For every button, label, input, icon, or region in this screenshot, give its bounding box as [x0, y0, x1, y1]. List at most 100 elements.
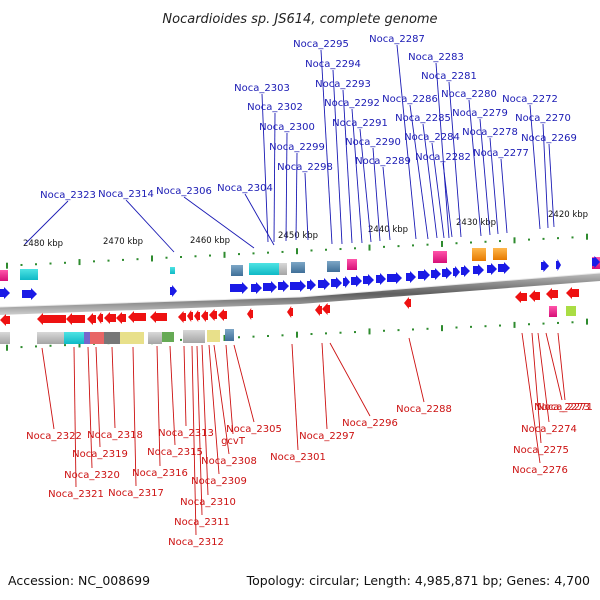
gene-label-noca-2280[interactable]: Noca_2280: [441, 89, 497, 100]
gene-label-noca-2282[interactable]: Noca_2282: [415, 152, 471, 163]
gene-label-noca-2310[interactable]: Noca_2310: [180, 497, 236, 508]
forward-gene-arrow[interactable]: [453, 266, 460, 278]
gene-label-noca-2320[interactable]: Noca_2320: [64, 470, 120, 481]
gene-label-gcvt[interactable]: gcvT: [221, 436, 246, 447]
forward-gene-arrow[interactable]: [331, 277, 342, 289]
forward-gene-arrow[interactable]: [387, 272, 402, 284]
gene-label-noca-2299[interactable]: Noca_2299: [269, 142, 325, 153]
reverse-gene-arrow[interactable]: [116, 312, 126, 324]
gene-label-noca-2290[interactable]: Noca_2290: [345, 137, 401, 148]
forward-gene-arrow[interactable]: [307, 279, 316, 291]
gene-label-noca-2296[interactable]: Noca_2296: [342, 418, 398, 429]
reverse-gene-arrow[interactable]: [128, 311, 146, 323]
gene-label-noca-2297[interactable]: Noca_2297: [299, 431, 355, 442]
gene-label-noca-2275[interactable]: Noca_2275: [513, 445, 569, 456]
gene-label-noca-2291[interactable]: Noca_2291: [332, 118, 388, 129]
gene-label-noca-2283[interactable]: Noca_2283: [408, 52, 464, 63]
reverse-gene-arrow[interactable]: [150, 311, 167, 323]
reverse-gene-arrow[interactable]: [515, 291, 527, 303]
reverse-gene-arrow[interactable]: [209, 309, 217, 321]
gene-label-noca-2309[interactable]: Noca_2309: [191, 476, 247, 487]
gene-label-noca-2293[interactable]: Noca_2293: [315, 79, 371, 90]
reverse-gene-arrow[interactable]: [287, 306, 293, 318]
forward-gene-arrow[interactable]: [406, 271, 416, 283]
gene-label-noca-2273[interactable]: Noca_2273: [534, 402, 590, 413]
gene-label-noca-2272[interactable]: Noca_2272: [502, 94, 558, 105]
reverse-gene-arrow[interactable]: [218, 309, 227, 321]
gene-label-noca-2287[interactable]: Noca_2287: [369, 34, 425, 45]
gene-label-noca-2288[interactable]: Noca_2288: [396, 404, 452, 415]
forward-gene-arrow[interactable]: [251, 282, 262, 294]
gene-label-noca-2305[interactable]: Noca_2305: [226, 424, 282, 435]
forward-gene-arrow[interactable]: [263, 281, 277, 293]
reverse-gene-arrow[interactable]: [546, 288, 558, 300]
gene-label-noca-2271[interactable]: Noca_2271: [537, 402, 593, 413]
reverse-gene-arrow[interactable]: [194, 310, 200, 322]
gene-label-noca-2295[interactable]: Noca_2295: [293, 39, 349, 50]
reverse-gene-arrow[interactable]: [187, 310, 193, 322]
gene-label-noca-2276[interactable]: Noca_2276: [512, 465, 568, 476]
reverse-gene-arrow[interactable]: [0, 314, 10, 326]
reverse-gene-arrow[interactable]: [247, 308, 253, 320]
forward-gene-arrow[interactable]: [376, 273, 386, 285]
gene-label-noca-2284[interactable]: Noca_2284: [404, 132, 460, 143]
gene-label-noca-2278[interactable]: Noca_2278: [462, 127, 518, 138]
forward-gene-arrow[interactable]: [22, 288, 37, 300]
reverse-gene-arrow[interactable]: [178, 311, 186, 323]
forward-gene-arrow[interactable]: [442, 267, 452, 279]
gene-label-noca-2302[interactable]: Noca_2302: [247, 102, 303, 113]
forward-gene-arrow[interactable]: [487, 263, 497, 275]
forward-gene-arrow[interactable]: [418, 269, 430, 281]
gene-label-noca-2316[interactable]: Noca_2316: [132, 468, 188, 479]
forward-gene-arrow[interactable]: [498, 262, 510, 274]
gene-label-noca-2281[interactable]: Noca_2281: [421, 71, 477, 82]
gene-label-noca-2306[interactable]: Noca_2306: [156, 186, 212, 197]
gene-label-noca-2269[interactable]: Noca_2269: [521, 133, 577, 144]
forward-gene-arrow[interactable]: [278, 280, 289, 292]
forward-gene-arrow[interactable]: [318, 278, 330, 290]
forward-gene-arrow[interactable]: [351, 275, 362, 287]
reverse-gene-arrow[interactable]: [97, 312, 103, 324]
reverse-gene-arrow[interactable]: [529, 290, 540, 302]
gene-label-noca-2313[interactable]: Noca_2313: [158, 428, 214, 439]
gene-label-noca-2303[interactable]: Noca_2303: [234, 83, 290, 94]
reverse-gene-arrow[interactable]: [566, 287, 579, 299]
gene-label-noca-2304[interactable]: Noca_2304: [217, 183, 273, 194]
gene-label-noca-2292[interactable]: Noca_2292: [324, 98, 380, 109]
forward-gene-arrow[interactable]: [461, 265, 470, 277]
forward-gene-arrow[interactable]: [431, 268, 441, 280]
gene-label-noca-2270[interactable]: Noca_2270: [515, 113, 571, 124]
reverse-gene-arrow[interactable]: [404, 297, 411, 309]
reverse-gene-arrow[interactable]: [201, 310, 208, 322]
gene-label-noca-2315[interactable]: Noca_2315: [147, 447, 203, 458]
gene-label-noca-2286[interactable]: Noca_2286: [382, 94, 438, 105]
gene-label-noca-2321[interactable]: Noca_2321: [48, 489, 104, 500]
gene-label-noca-2312[interactable]: Noca_2312: [168, 537, 224, 548]
gene-label-noca-2289[interactable]: Noca_2289: [355, 156, 411, 167]
gene-label-noca-2294[interactable]: Noca_2294: [305, 59, 361, 70]
reverse-gene-arrow[interactable]: [66, 313, 85, 325]
reverse-gene-arrow[interactable]: [322, 303, 330, 315]
gene-label-noca-2277[interactable]: Noca_2277: [473, 148, 529, 159]
gene-label-noca-2311[interactable]: Noca_2311: [174, 517, 230, 528]
forward-gene-arrow[interactable]: [230, 282, 248, 294]
forward-gene-arrow[interactable]: [290, 280, 306, 292]
gene-label-noca-2300[interactable]: Noca_2300: [259, 122, 315, 133]
reverse-gene-arrow[interactable]: [315, 304, 322, 316]
forward-gene-arrow[interactable]: [556, 259, 561, 271]
gene-label-noca-2279[interactable]: Noca_2279: [452, 108, 508, 119]
gene-label-noca-2323[interactable]: Noca_2323: [40, 190, 96, 201]
forward-gene-arrow[interactable]: [343, 276, 350, 288]
gene-label-noca-2318[interactable]: Noca_2318: [87, 430, 143, 441]
gene-label-noca-2314[interactable]: Noca_2314: [98, 189, 154, 200]
gene-label-noca-2285[interactable]: Noca_2285: [395, 113, 451, 124]
reverse-gene-arrow[interactable]: [87, 313, 96, 325]
forward-gene-arrow[interactable]: [170, 285, 177, 297]
gene-label-noca-2322[interactable]: Noca_2322: [26, 431, 82, 442]
gene-label-noca-2319[interactable]: Noca_2319: [72, 449, 128, 460]
gene-label-noca-2298[interactable]: Noca_2298: [277, 162, 333, 173]
reverse-gene-arrow[interactable]: [104, 312, 116, 324]
forward-gene-arrow[interactable]: [0, 287, 10, 299]
forward-gene-arrow[interactable]: [592, 256, 600, 268]
forward-gene-arrow[interactable]: [363, 274, 374, 286]
